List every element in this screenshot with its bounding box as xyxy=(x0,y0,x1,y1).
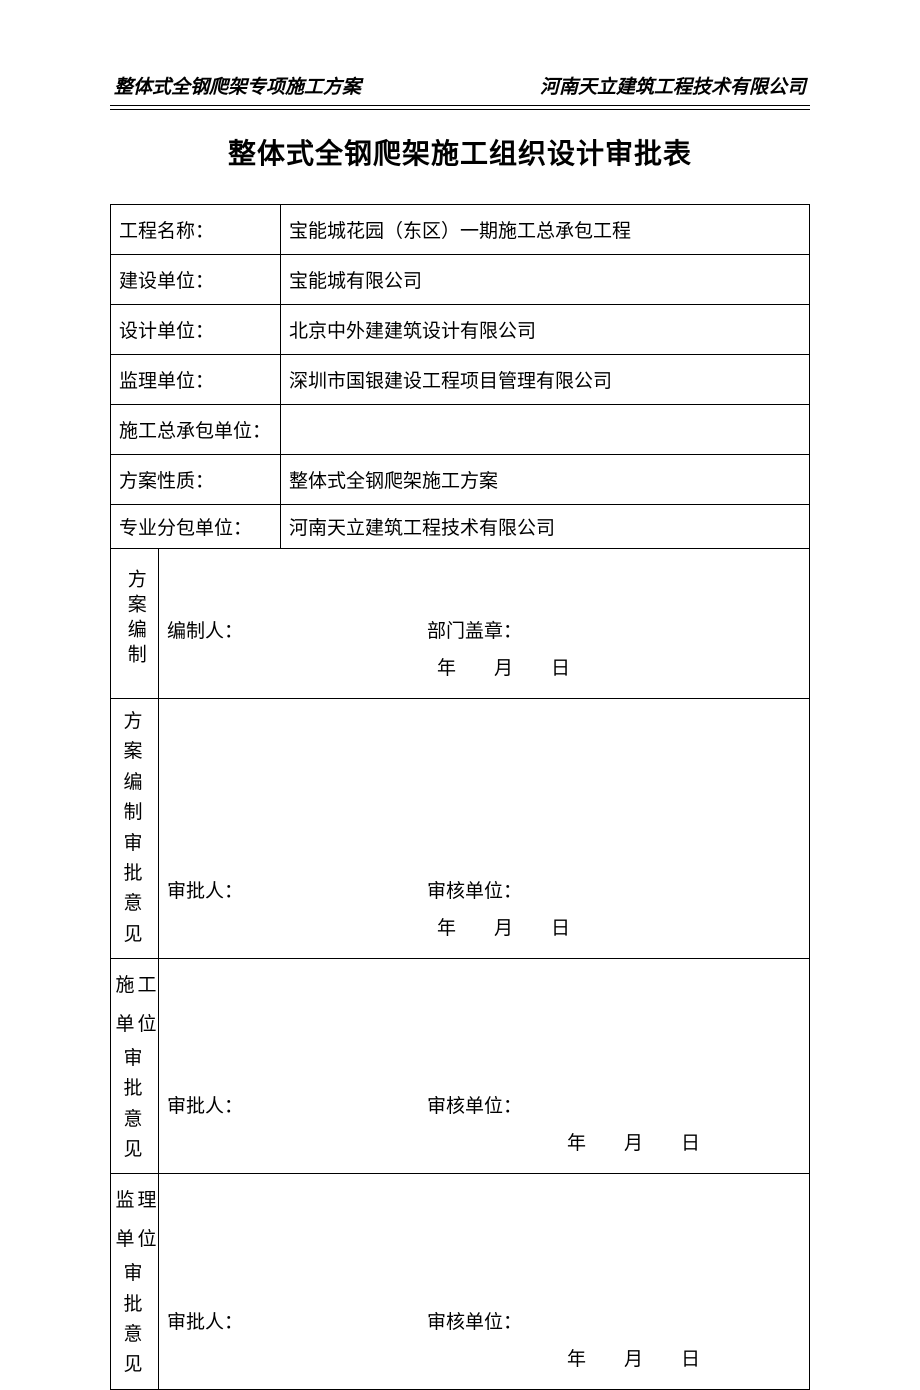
row-compile: 方案编制 编制人： 部门盖章： 年月日 xyxy=(111,549,810,699)
value-general-contractor xyxy=(281,405,810,455)
approval-table: 工程名称： 宝能城花园（东区）一期施工总承包工程 建设单位： 宝能城有限公司 设… xyxy=(110,204,810,1390)
construction-approve-unit-label: 审核单位： xyxy=(427,1091,522,1118)
row-plan-nature: 方案性质： 整体式全钢爬架施工方案 xyxy=(111,455,810,505)
row-subcontractor: 专业分包单位： 河南天立建筑工程技术有限公司 xyxy=(111,505,810,549)
row-compile-approve: 方案 编制 审批 意见 审批人： 审核单位： 年月日 xyxy=(111,699,810,959)
sig-compile: 编制人： 部门盖章： 年月日 xyxy=(159,549,810,699)
label-construction-unit: 建设单位： xyxy=(111,255,281,305)
page-header: 整体式全钢爬架专项施工方案 河南天立建筑工程技术有限公司 xyxy=(110,72,810,106)
compile-person-label: 编制人： xyxy=(167,616,267,643)
vlabel-compile-approve: 方案 编制 审批 意见 xyxy=(111,699,159,959)
value-design-unit: 北京中外建建筑设计有限公司 xyxy=(281,305,810,355)
compile-approve-unit-label: 审核单位： xyxy=(427,876,522,903)
vlabel-construction-approve: 施工 单位 审批 意见 xyxy=(111,959,159,1174)
compile-unit-label: 部门盖章： xyxy=(427,616,522,643)
supervision-approve-unit-label: 审核单位： xyxy=(427,1307,522,1334)
sig-supervision-approve: 审批人： 审核单位： 年月日 xyxy=(159,1174,810,1389)
construction-approve-person-label: 审批人： xyxy=(167,1091,267,1118)
header-underline xyxy=(110,109,810,110)
value-subcontractor: 河南天立建筑工程技术有限公司 xyxy=(281,505,810,549)
row-supervision-approve: 监理 单位 审批 意见 审批人： 审核单位： 年月日 xyxy=(111,1174,810,1389)
row-design-unit: 设计单位： 北京中外建建筑设计有限公司 xyxy=(111,305,810,355)
value-project-name: 宝能城花园（东区）一期施工总承包工程 xyxy=(281,205,810,255)
vlabel-compile: 方案编制 xyxy=(111,549,159,699)
document-title: 整体式全钢爬架施工组织设计审批表 xyxy=(110,132,810,172)
value-construction-unit: 宝能城有限公司 xyxy=(281,255,810,305)
sig-construction-approve: 审批人： 审核单位： 年月日 xyxy=(159,959,810,1174)
row-construction-unit: 建设单位： 宝能城有限公司 xyxy=(111,255,810,305)
supervision-approve-date: 年月日 xyxy=(567,1344,801,1371)
row-construction-approve: 施工 单位 审批 意见 审批人： 审核单位： 年月日 xyxy=(111,959,810,1174)
label-supervision-unit: 监理单位： xyxy=(111,355,281,405)
supervision-approve-person-label: 审批人： xyxy=(167,1307,267,1334)
label-design-unit: 设计单位： xyxy=(111,305,281,355)
value-supervision-unit: 深圳市国银建设工程项目管理有限公司 xyxy=(281,355,810,405)
compile-approve-person-label: 审批人： xyxy=(167,876,267,903)
row-general-contractor: 施工总承包单位： xyxy=(111,405,810,455)
construction-approve-date: 年月日 xyxy=(567,1128,801,1155)
row-project-name: 工程名称： 宝能城花园（东区）一期施工总承包工程 xyxy=(111,205,810,255)
value-plan-nature: 整体式全钢爬架施工方案 xyxy=(281,455,810,505)
header-left: 整体式全钢爬架专项施工方案 xyxy=(114,72,361,99)
vlabel-supervision-approve: 监理 单位 审批 意见 xyxy=(111,1174,159,1389)
header-right: 河南天立建筑工程技术有限公司 xyxy=(540,72,806,99)
label-project-name: 工程名称： xyxy=(111,205,281,255)
row-supervision-unit: 监理单位： 深圳市国银建设工程项目管理有限公司 xyxy=(111,355,810,405)
compile-approve-date: 年月日 xyxy=(437,913,801,940)
label-general-contractor: 施工总承包单位： xyxy=(111,405,281,455)
compile-date: 年月日 xyxy=(437,653,801,680)
sig-compile-approve: 审批人： 审核单位： 年月日 xyxy=(159,699,810,959)
label-subcontractor: 专业分包单位： xyxy=(111,505,281,549)
label-plan-nature: 方案性质： xyxy=(111,455,281,505)
